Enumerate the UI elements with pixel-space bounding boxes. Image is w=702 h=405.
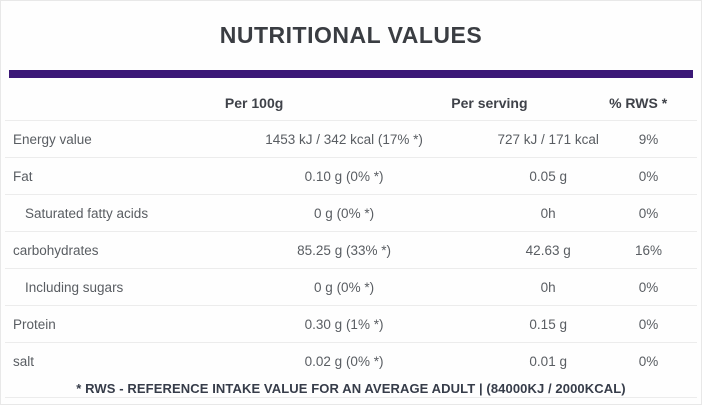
table-row-saturated-fat: Saturated fatty acids 0 g (0% *) 0h 0% xyxy=(5,195,697,232)
title-wrap: NUTRITIONAL VALUES xyxy=(1,1,701,70)
value-rws: 0% xyxy=(638,279,659,295)
value-per-100g: 0 g (0% *) xyxy=(314,205,375,221)
value-per-100g: 0.02 g (0% *) xyxy=(304,354,384,369)
column-header-rws: % RWS * xyxy=(609,95,668,111)
value-rws: 9% xyxy=(638,131,659,147)
row-label: Energy value xyxy=(13,131,92,147)
row-label: Fat xyxy=(13,168,33,184)
value-per-serving: 0.01 g xyxy=(529,354,567,369)
footnote-row: * RWS - REFERENCE INTAKE VALUE FOR AN AV… xyxy=(5,380,697,398)
accent-divider xyxy=(9,70,693,78)
table-row-energy: Energy value 1453 kJ / 342 kcal (17% *) … xyxy=(5,121,697,158)
page-title: NUTRITIONAL VALUES xyxy=(219,22,483,48)
table-row-salt: salt 0.02 g (0% *) 0.01 g 0% xyxy=(5,343,697,380)
value-rws: 0% xyxy=(638,168,659,184)
value-per-serving: 0.15 g xyxy=(529,316,567,332)
value-per-100g: 0.30 g (1% *) xyxy=(304,316,384,332)
value-per-100g: 85.25 g (33% *) xyxy=(297,242,391,258)
value-per-serving: 727 kJ / 171 kcal xyxy=(497,131,599,147)
value-per-serving: 0h xyxy=(540,205,556,221)
value-rws: 16% xyxy=(635,242,663,258)
value-per-serving: 0.05 g xyxy=(529,168,567,184)
table-row-sugars: Including sugars 0 g (0% *) 0h 0% xyxy=(5,269,697,306)
table-row-protein: Protein 0.30 g (1% *) 0.15 g 0% xyxy=(5,306,697,343)
value-per-serving: 0h xyxy=(540,279,556,295)
table-row-fat: Fat 0.10 g (0% *) 0.05 g 0% xyxy=(5,158,697,195)
value-per-serving: 42.63 g xyxy=(525,242,571,258)
value-per-100g: 0.10 g (0% *) xyxy=(304,168,384,184)
row-label: salt xyxy=(13,354,35,369)
table-header-row: Per 100g Per serving % RWS * xyxy=(5,78,697,121)
table-row-carbohydrates: carbohydrates 85.25 g (33% *) 42.63 g 16… xyxy=(5,232,697,269)
value-per-100g: 1453 kJ / 342 kcal (17% *) xyxy=(265,131,423,147)
nutrition-table: Per 100g Per serving % RWS * Energy valu… xyxy=(5,78,697,380)
column-header-per-100g: Per 100g xyxy=(224,95,284,111)
row-label: Protein xyxy=(13,316,56,332)
rws-footnote: * RWS - REFERENCE INTAKE VALUE FOR AN AV… xyxy=(76,381,626,396)
value-rws: 0% xyxy=(638,205,659,221)
value-per-100g: 0 g (0% *) xyxy=(314,279,375,295)
row-label: Saturated fatty acids xyxy=(25,205,149,221)
row-label: Including sugars xyxy=(25,279,124,295)
value-rws: 0% xyxy=(638,316,659,332)
value-rws: 0% xyxy=(638,354,659,369)
row-label: carbohydrates xyxy=(13,242,99,258)
column-header-per-serving: Per serving xyxy=(451,95,528,111)
